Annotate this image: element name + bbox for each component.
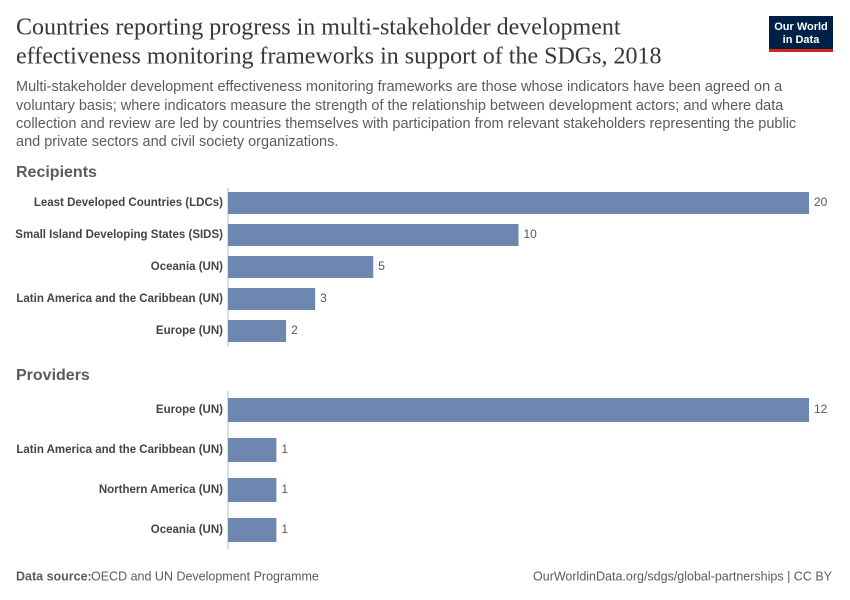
value-label: 10 [524, 227, 538, 241]
logo-text: in Data [783, 34, 821, 46]
bar [228, 398, 809, 422]
logo-bar [769, 49, 833, 52]
chart-title: effectiveness monitoring frameworks in s… [16, 44, 661, 70]
category-label: Europe (UN) [156, 325, 223, 337]
bar [228, 478, 277, 502]
bar [228, 320, 287, 342]
logo[interactable]: Our World in Data [769, 16, 833, 52]
subtitle: Multi-stakeholder development effectiven… [16, 79, 783, 95]
bar [228, 224, 519, 246]
chart-title: Countries reporting progress in multi-st… [16, 15, 621, 41]
value-label: 12 [814, 402, 828, 416]
category-label: Europe (UN) [156, 404, 223, 416]
value-label: 3 [320, 291, 327, 305]
bar [228, 518, 277, 542]
logo-box [769, 16, 833, 52]
category-label: Latin America and the Caribbean (UN) [16, 444, 223, 456]
bar [228, 438, 277, 462]
value-label: 1 [281, 482, 288, 496]
value-label: 20 [814, 195, 828, 209]
facet-title: Recipients [16, 164, 97, 181]
subtitle: voluntary basis; where indicators measur… [16, 98, 784, 114]
bar [228, 192, 809, 214]
category-label: Northern America (UN) [99, 484, 223, 496]
category-label: Least Developed Countries (LDCs) [34, 197, 223, 209]
subtitle: and private sectors and civil society or… [16, 134, 338, 150]
category-label: Small Island Developing States (SIDS) [15, 229, 223, 241]
subtitle: collection and review are led by countri… [16, 116, 796, 132]
value-label: 1 [281, 442, 288, 456]
value-label: 1 [281, 522, 288, 536]
source: OECD and UN Development Programme [91, 569, 319, 583]
value-label: 2 [291, 323, 298, 337]
footer-url[interactable]: OurWorldinData.org/sdgs/global-partnersh… [533, 569, 833, 583]
source-label: Data source: [16, 569, 92, 583]
category-label: Latin America and the Caribbean (UN) [16, 293, 223, 305]
bar [228, 256, 374, 278]
category-label: Oceania (UN) [151, 524, 223, 536]
facet-title: Providers [16, 367, 90, 384]
value-label: 5 [378, 259, 385, 273]
bar [228, 288, 316, 310]
logo-text: Our World [774, 21, 828, 33]
category-label: Oceania (UN) [151, 261, 223, 273]
